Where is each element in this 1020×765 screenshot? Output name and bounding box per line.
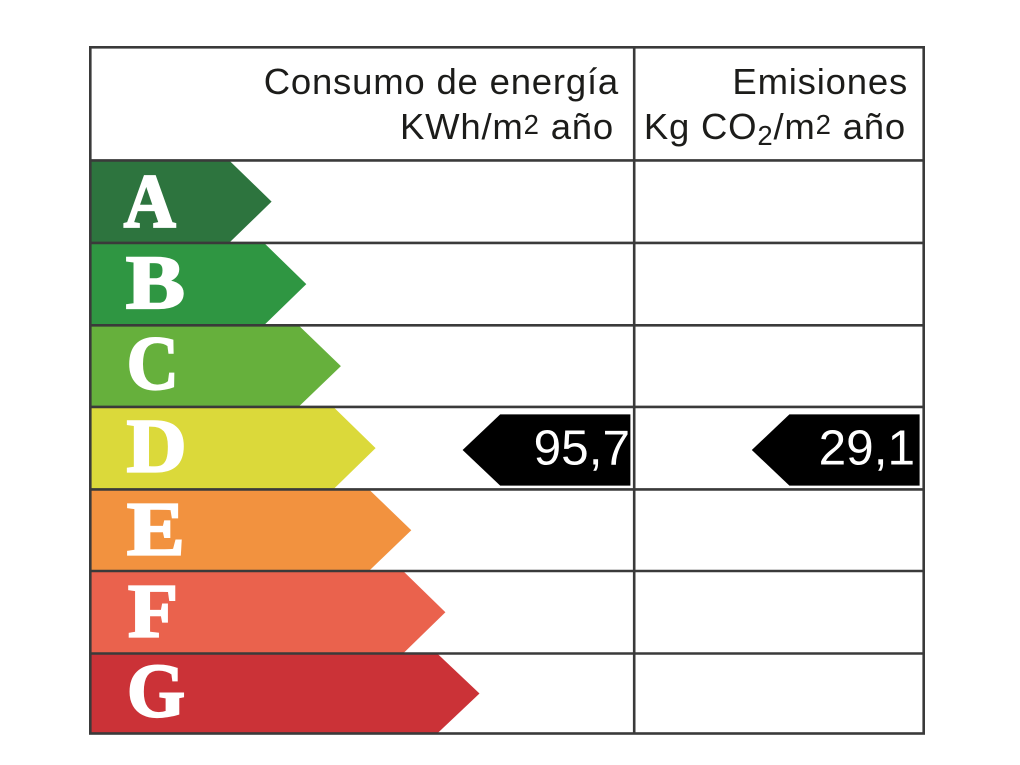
svg-text:G: G xyxy=(127,649,185,733)
svg-text:A: A xyxy=(124,160,176,244)
svg-text:Emisiones: Emisiones xyxy=(732,61,908,102)
svg-text:95,7: 95,7 xyxy=(534,421,630,476)
svg-text:KWh/m2 año: KWh/m2 año xyxy=(400,106,614,147)
svg-text:E: E xyxy=(127,487,185,571)
svg-text:B: B xyxy=(126,241,185,325)
svg-text:D: D xyxy=(127,405,187,489)
svg-text:F: F xyxy=(128,570,178,654)
svg-text:Kg CO2/m2 año: Kg CO2/m2 año xyxy=(644,106,906,151)
svg-text:C: C xyxy=(127,322,179,406)
svg-text:29,1: 29,1 xyxy=(819,421,915,476)
svg-text:Consumo de energía: Consumo de energía xyxy=(264,61,619,102)
